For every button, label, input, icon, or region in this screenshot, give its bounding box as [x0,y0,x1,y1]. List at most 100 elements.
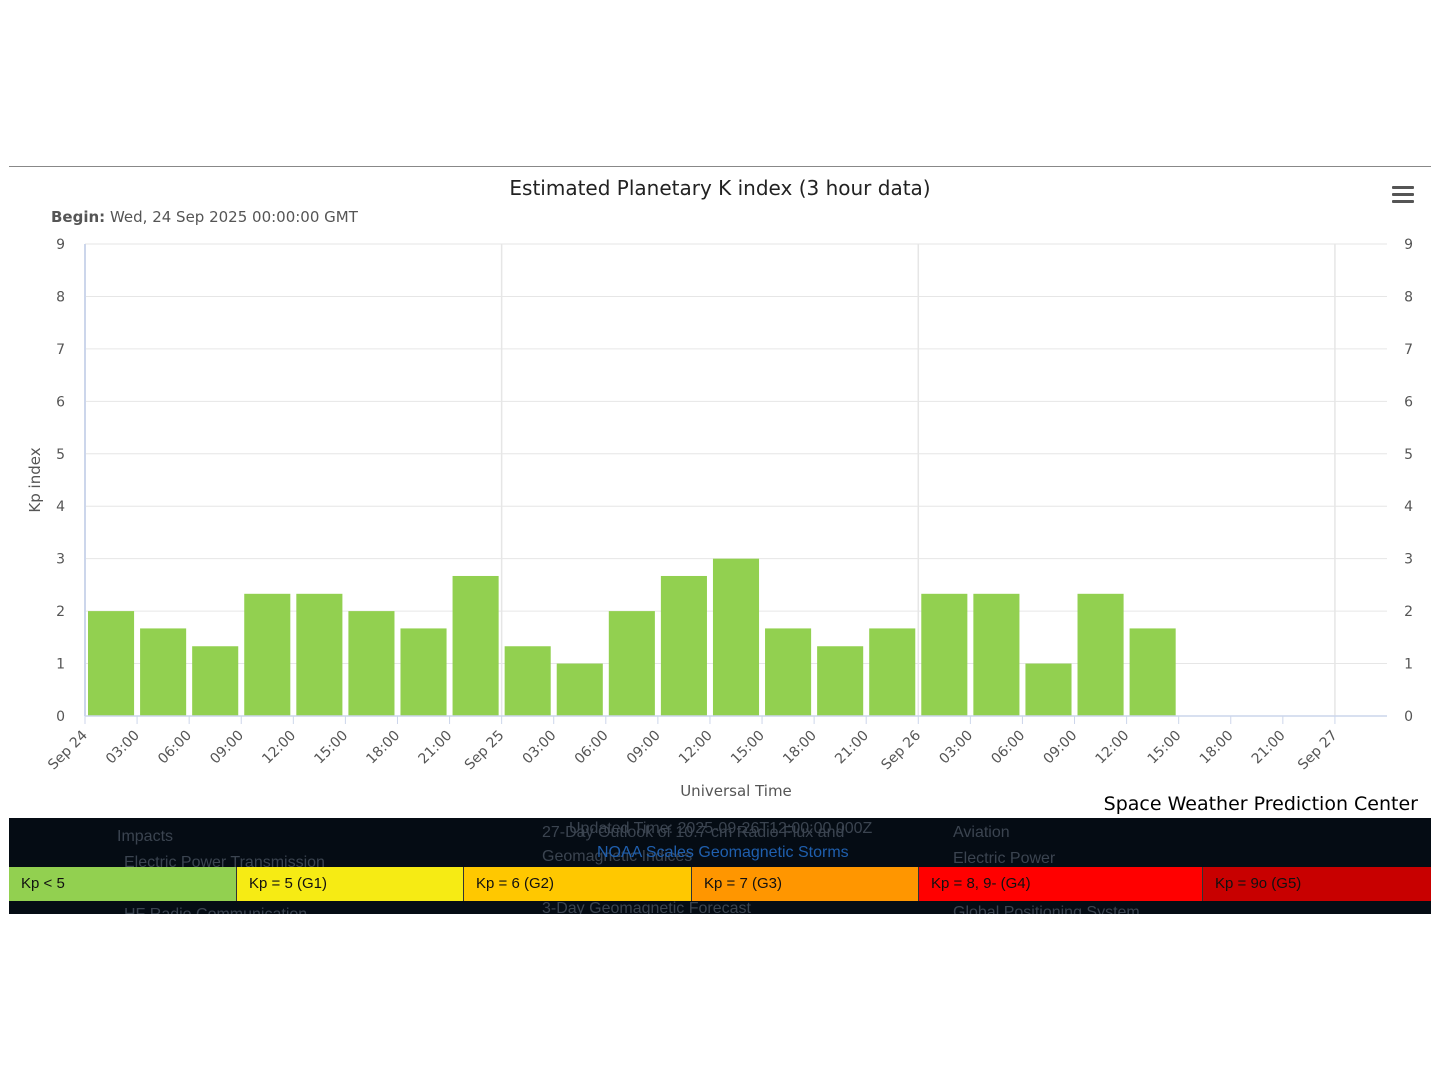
x-tick-label: 15:00 [1145,728,1185,768]
kp-scale-legend: Kp < 5 Kp = 5 (G1) Kp = 6 (G2) Kp = 7 (G… [9,867,1431,901]
overlay-outlook: 27-Day Outlook of 10.7 cm Radio Flux and [542,824,845,841]
kp-bar-chart: 0 1 2 3 4 5 6 7 8 9 0 1 2 3 4 5 6 7 8 9 Sep 24 03:00 06:00 09… [26,237,1413,800]
day-grid-lines [84,244,1336,716]
overlay-electric-transmission: Electric Power Transmission [124,854,325,871]
x-axis: Sep 24 03:00 06:00 09:00 12:00 15:00 18:00 21:0… [45,715,1387,774]
x-tick-label: 09:00 [1040,728,1080,768]
top-divider [9,166,1431,167]
y-right-tick-label: 1 [1404,657,1413,673]
kp-bar [869,628,916,716]
x-tick-label: 21:00 [832,728,872,768]
legend-kp-8-g4: Kp = 8, 9- (G4) [919,867,1203,901]
kp-bar [973,593,1020,716]
x-tick-label: 18:00 [780,728,820,768]
x-tick-label: 03:00 [936,728,976,768]
kp-chart-panel: Estimated Planetary K index (3 hour data… [9,166,1431,914]
overlay-hf-radio: HF Radio Communication [124,906,307,914]
x-tick-label: 21:00 [1249,728,1289,768]
y-tick-label: 2 [56,604,65,620]
x-tick-label: 12:00 [259,728,299,768]
y-tick-label: 0 [56,709,65,725]
begin-key: Begin: [51,208,106,226]
x-tick-label: 09:00 [207,728,247,768]
y-right-tick-label: 6 [1404,394,1413,410]
legend-kp-7-g3: Kp = 7 (G3) [692,867,919,901]
kp-bar [765,628,812,716]
noaa-scales-link[interactable]: NOAA Scales Geomagnetic Storms [597,844,849,861]
x-tick-label: 06:00 [988,728,1028,768]
x-tick-label: 21:00 [416,728,456,768]
y-axis-left: 0 1 2 3 4 5 6 7 8 9 [56,237,65,725]
y-right-tick-label: 0 [1404,709,1413,725]
chart-title: Estimated Planetary K index (3 hour data… [509,176,931,200]
y-axis-title: Kp index [26,447,44,512]
kp-bar [192,646,239,716]
y-tick-label: 8 [56,289,65,305]
overlay-geomagnetic-indices: Geomagnetic Indices [542,848,693,865]
bar-series [88,558,1176,716]
kp-bar [400,628,447,716]
x-tick-label: 18:00 [1197,728,1237,768]
x-tick-label: 09:00 [624,728,664,768]
credit-text: Space Weather Prediction Center [1103,793,1418,815]
x-tick-label: 15:00 [728,728,768,768]
y-right-tick-label: 2 [1404,604,1413,620]
kp-bar [608,611,655,716]
kp-bar [452,575,499,716]
y-tick-label: 3 [56,552,65,568]
x-tick-label: Sep 27 [1295,728,1341,774]
noaa-scale-bar: Impacts Electric Power Transmission HF R… [9,818,1431,914]
y-right-tick-label: 4 [1404,499,1413,515]
x-tick-label: 06:00 [572,728,612,768]
kp-bar [921,593,968,716]
legend-kp-below-5: Kp < 5 [9,867,237,901]
begin-label: Begin: Wed, 24 Sep 2025 00:00:00 GMT [51,208,358,226]
y-tick-label: 7 [56,342,65,358]
hamburger-menu-icon[interactable] [1392,186,1414,204]
x-tick-label: Sep 26 [878,727,924,773]
y-tick-label: 9 [56,237,65,253]
y-tick-label: 5 [56,447,65,463]
x-tick-label: 12:00 [1093,728,1133,768]
kp-bar [817,646,864,716]
overlay-aviation: Aviation [953,824,1010,841]
legend-kp-6-g2: Kp = 6 (G2) [464,867,692,901]
x-tick-label: 03:00 [103,728,143,768]
kp-bar [556,663,603,716]
y-right-tick-label: 3 [1404,552,1413,568]
kp-bar [1025,663,1072,716]
kp-bar [244,593,291,716]
x-tick-label: 06:00 [155,728,195,768]
x-axis-title: Universal Time [680,782,792,800]
kp-bar [1129,628,1176,716]
x-tick-label: 03:00 [520,728,560,768]
kp-bar [1077,593,1124,716]
kp-bar [504,646,551,716]
legend-kp-5-g1: Kp = 5 (G1) [237,867,464,901]
y-tick-label: 1 [56,657,65,673]
x-tick-label: Sep 25 [462,728,508,774]
kp-bar [712,558,760,716]
overlay-electric-power: Electric Power [953,850,1056,867]
kp-bar [660,575,707,716]
y-right-tick-label: 9 [1404,237,1413,253]
legend-kp-9-g5: Kp = 9o (G5) [1203,867,1431,901]
overlay-impacts: Impacts [117,828,174,845]
y-right-tick-label: 5 [1404,447,1413,463]
kp-bar [88,611,135,716]
x-tick-label: 15:00 [311,728,351,768]
y-axis-right: 0 1 2 3 4 5 6 7 8 9 [1404,237,1413,725]
begin-value: Wed, 24 Sep 2025 00:00:00 GMT [109,208,358,226]
kp-bar [348,611,395,716]
y-tick-label: 4 [56,499,65,515]
y-right-tick-label: 7 [1404,342,1413,358]
kp-bar [140,628,187,716]
y-tick-label: 6 [56,394,65,410]
overlay-forecast: 3-Day Geomagnetic Forecast [542,900,751,914]
x-tick-label: Sep 24 [45,727,91,773]
y-right-tick-label: 8 [1404,289,1413,305]
kp-bar [296,593,343,716]
overlay-updated-time: Updated Time: 2025-09-26T12:00:00.000Z [569,820,873,837]
x-tick-label: 12:00 [676,728,716,768]
overlay-gps: Global Positioning System [953,904,1140,914]
